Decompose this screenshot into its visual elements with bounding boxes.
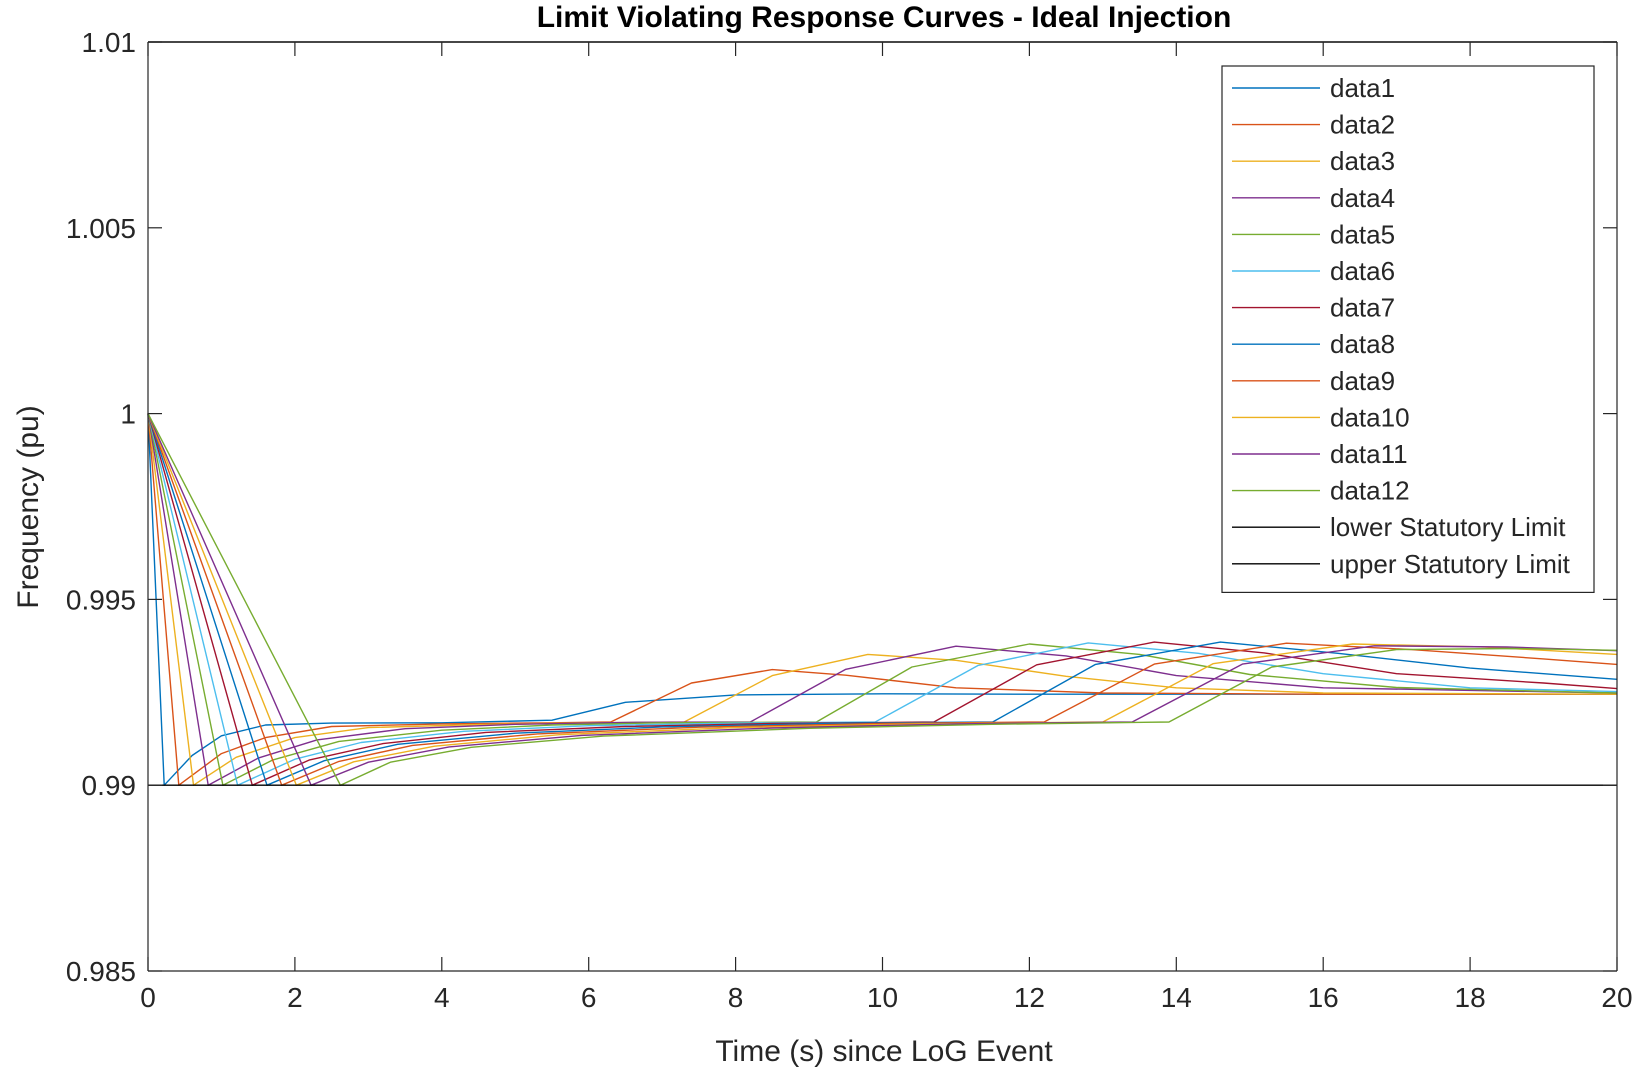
legend-label-5: data5 bbox=[1330, 219, 1395, 249]
legend-label-7: data7 bbox=[1330, 293, 1395, 323]
legend-label-1: data1 bbox=[1330, 73, 1395, 103]
y-tick-label: 1.005 bbox=[66, 213, 136, 244]
x-tick-label: 18 bbox=[1455, 982, 1486, 1013]
y-tick-label: 0.985 bbox=[66, 956, 136, 987]
x-tick-label: 20 bbox=[1601, 982, 1632, 1013]
x-tick-label: 0 bbox=[140, 982, 156, 1013]
legend-label-4: data4 bbox=[1330, 183, 1395, 213]
y-tick-label: 0.99 bbox=[82, 770, 137, 801]
series-line-8 bbox=[147, 413, 1618, 786]
legend: data1 data2 data3 data4 data5 data6 data7 data8… bbox=[1221, 65, 1595, 594]
x-axis-label: Time (s) since LoG Event bbox=[715, 1035, 1053, 1068]
legend-label-12: data12 bbox=[1330, 476, 1410, 506]
x-tick-label: 12 bbox=[1014, 982, 1045, 1013]
legend-label-9: data9 bbox=[1330, 366, 1395, 396]
y-tick-label: 1 bbox=[120, 399, 136, 430]
x-tick-label: 4 bbox=[434, 982, 450, 1013]
legend-label-2: data2 bbox=[1330, 110, 1395, 140]
series-line-12 bbox=[147, 413, 1618, 786]
chart-title: Limit Violating Response Curves - Ideal … bbox=[537, 1, 1232, 34]
x-tick-label: 16 bbox=[1308, 982, 1339, 1013]
series-line-1 bbox=[147, 413, 1617, 786]
y-tick-label: 1.01 bbox=[82, 27, 137, 58]
x-tick-label: 10 bbox=[867, 982, 898, 1013]
axes: 0 2 4 6 8 10 12 14 16 18 20 0.985 0.99 0.995 1 1.005 1.0… bbox=[66, 27, 1633, 1013]
x-tick-label: 6 bbox=[581, 982, 597, 1013]
legend-label-13: lower Statutory Limit bbox=[1330, 512, 1566, 542]
legend-label-3: data3 bbox=[1330, 146, 1395, 176]
x-tick-label: 14 bbox=[1161, 982, 1192, 1013]
legend-box bbox=[1221, 65, 1595, 594]
x-tick-label: 2 bbox=[287, 982, 303, 1013]
y-axis-label: Frequency (pu) bbox=[12, 405, 45, 608]
y-tick-label: 0.995 bbox=[66, 584, 136, 615]
legend-label-8: data8 bbox=[1330, 329, 1395, 359]
legend-label-11: data11 bbox=[1330, 439, 1408, 469]
legend-label-6: data6 bbox=[1330, 256, 1395, 286]
x-tick-label: 8 bbox=[728, 982, 744, 1013]
legend-label-10: data10 bbox=[1330, 402, 1410, 432]
series-line-10 bbox=[147, 413, 1618, 786]
legend-label-14: upper Statutory Limit bbox=[1330, 549, 1571, 579]
series-line-11 bbox=[147, 413, 1618, 786]
